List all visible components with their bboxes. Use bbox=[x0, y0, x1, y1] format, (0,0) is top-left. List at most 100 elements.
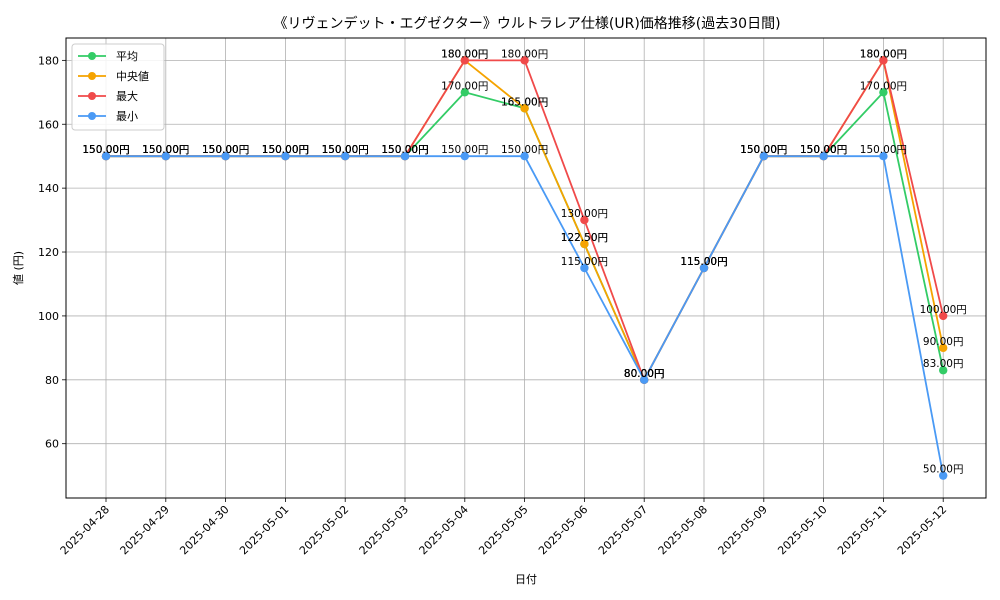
data-label: 170.00円 bbox=[441, 80, 488, 92]
data-point bbox=[819, 151, 828, 161]
data-label: 150.00円 bbox=[740, 144, 787, 156]
data-label: 130.00円 bbox=[561, 208, 608, 220]
data-point bbox=[640, 375, 649, 385]
data-label: 150.00円 bbox=[441, 144, 488, 156]
y-tick-label: 120 bbox=[38, 246, 59, 259]
data-point bbox=[460, 88, 469, 97]
y-axis-label: 値 (円) bbox=[12, 251, 25, 285]
data-label: 150.00円 bbox=[381, 144, 428, 156]
y-tick-label: 160 bbox=[38, 118, 59, 131]
data-point bbox=[281, 151, 290, 161]
data-point bbox=[939, 366, 948, 375]
data-label: 150.00円 bbox=[202, 144, 249, 156]
x-tick-label: 2025-05-05 bbox=[476, 503, 530, 557]
data-label: 80.00円 bbox=[624, 368, 665, 380]
data-label: 150.00円 bbox=[142, 144, 189, 156]
y-tick-label: 80 bbox=[45, 374, 59, 387]
y-tick-label: 180 bbox=[38, 54, 59, 67]
data-label: 150.00円 bbox=[501, 144, 548, 156]
data-label: 165.00円 bbox=[501, 96, 548, 108]
data-point bbox=[699, 263, 709, 273]
data-label: 150.00円 bbox=[202, 144, 249, 156]
x-tick-label: 2025-05-08 bbox=[656, 503, 710, 557]
x-axis-label: 日付 bbox=[515, 573, 537, 586]
legend-box bbox=[71, 43, 165, 131]
data-label: 150.00円 bbox=[800, 144, 847, 156]
data-label: 115.00円 bbox=[680, 256, 727, 268]
data-point bbox=[520, 56, 529, 65]
legend-label: 最大 bbox=[116, 89, 138, 103]
x-tick-label: 2025-04-30 bbox=[177, 503, 231, 557]
data-point bbox=[520, 151, 529, 161]
data-label: 150.00円 bbox=[262, 144, 309, 156]
x-tick-label: 2025-05-03 bbox=[357, 503, 411, 557]
data-point bbox=[221, 151, 230, 161]
data-label: 150.00円 bbox=[322, 144, 369, 156]
data-label: 180.00円 bbox=[860, 48, 907, 60]
data-point bbox=[161, 151, 170, 161]
x-tick-label: 2025-05-09 bbox=[716, 503, 770, 557]
data-point bbox=[520, 104, 529, 113]
data-point bbox=[580, 215, 589, 225]
data-label: 150.00円 bbox=[142, 144, 189, 156]
data-label: 150.00円 bbox=[142, 144, 189, 156]
data-label: 115.00円 bbox=[680, 256, 727, 268]
data-label: 150.00円 bbox=[202, 144, 249, 156]
y-tick-label: 60 bbox=[45, 438, 59, 451]
data-point bbox=[580, 239, 589, 249]
legend-label: 平均 bbox=[116, 50, 138, 63]
x-tick-label: 2025-05-06 bbox=[536, 503, 590, 557]
data-label: 150.00円 bbox=[142, 144, 189, 156]
data-label: 150.00円 bbox=[381, 144, 428, 156]
data-point bbox=[759, 151, 768, 161]
series-points bbox=[101, 56, 948, 480]
data-point bbox=[460, 56, 469, 65]
chart-title: 《リヴェンデット・エグゼクター》ウルトラレア仕様(UR)価格推移(過去30日間) bbox=[273, 15, 780, 32]
x-tick-label: 2025-04-29 bbox=[118, 503, 172, 557]
legend-swatch-marker bbox=[88, 72, 96, 80]
data-label: 150.00円 bbox=[82, 144, 129, 156]
data-label: 170.00円 bbox=[860, 80, 907, 92]
data-label: 50.00円 bbox=[923, 464, 964, 476]
legend-swatch-marker bbox=[88, 92, 96, 100]
data-point bbox=[879, 88, 888, 97]
data-label: 150.00円 bbox=[800, 144, 847, 156]
data-label: 150.00円 bbox=[800, 144, 847, 156]
data-label: 150.00円 bbox=[322, 144, 369, 156]
data-label: 150.00円 bbox=[262, 144, 309, 156]
y-tick-label: 140 bbox=[38, 182, 59, 195]
data-label: 115.00円 bbox=[680, 256, 727, 268]
data-label: 150.00円 bbox=[740, 144, 787, 156]
x-tick-label: 2025-05-02 bbox=[297, 503, 351, 557]
data-label: 150.00円 bbox=[322, 144, 369, 156]
data-label: 150.00円 bbox=[262, 144, 309, 156]
data-label: 150.00円 bbox=[740, 144, 787, 156]
data-label: 150.00円 bbox=[740, 144, 787, 156]
data-label: 180.00円 bbox=[441, 48, 488, 60]
x-tick-label: 2025-05-10 bbox=[775, 503, 829, 557]
data-label: 150.00円 bbox=[381, 144, 428, 156]
legend-label: 中央値 bbox=[116, 70, 149, 83]
data-point bbox=[939, 343, 948, 353]
data-point bbox=[939, 311, 948, 321]
data-label: 180.00円 bbox=[860, 48, 907, 60]
x-tick-label: 2025-04-28 bbox=[58, 503, 112, 557]
x-axis: 2025-04-28 2025-04-29 2025-04-30 2025-05-01… bbox=[58, 498, 949, 557]
x-tick-label: 2025-05-01 bbox=[237, 503, 291, 557]
data-label: 83.00円 bbox=[923, 358, 964, 370]
data-label: 150.00円 bbox=[82, 144, 129, 156]
data-label: 150.00円 bbox=[860, 144, 907, 156]
data-label: 165.00円 bbox=[501, 96, 548, 108]
data-label: 115.00円 bbox=[680, 256, 727, 268]
plot-frame bbox=[65, 37, 987, 499]
data-label: 90.00円 bbox=[923, 336, 964, 348]
data-label: 122.50円 bbox=[561, 232, 608, 244]
data-point bbox=[400, 151, 410, 161]
data-label: 150.00円 bbox=[322, 144, 369, 156]
x-tick-label: 2025-05-12 bbox=[895, 503, 949, 557]
data-point bbox=[341, 151, 350, 161]
data-label: 150.00円 bbox=[82, 144, 129, 156]
data-labels: 150.00円 150.00円 150.00円 150.00円 150.00円 150.0… bbox=[82, 48, 966, 475]
